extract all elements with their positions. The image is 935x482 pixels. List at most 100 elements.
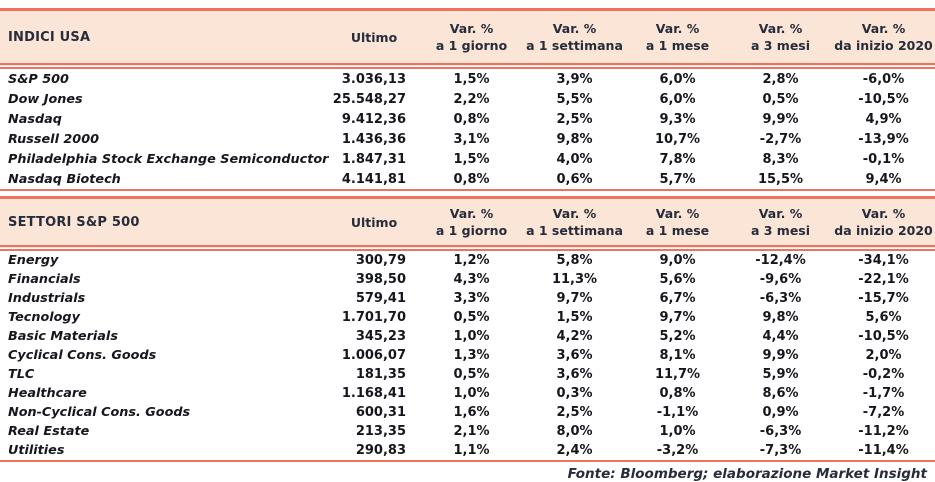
- var-percent-label: Var. %: [758, 206, 803, 221]
- settori-sp500-row: Healthcare 1.168,41 1,0% 0,3% 0,8% 8,6% -1,7%: [0, 384, 935, 403]
- var-percent-label: Var. %: [758, 21, 803, 36]
- row-last-value: 579,41: [355, 291, 406, 306]
- row-var-3: 4,4%: [762, 329, 799, 344]
- row-var-0: 0,5%: [453, 310, 490, 325]
- row-var-2: 10,7%: [654, 131, 701, 147]
- row-var-2: 7,8%: [659, 151, 696, 167]
- indici-usa-header-row: INDICI USA Ultimo Var. % a 1 giorno Var. % a …: [0, 8, 935, 69]
- row-var-3: 5,9%: [762, 367, 799, 382]
- tables-container: INDICI USA Ultimo Var. % a 1 giorno Var. % a …: [0, 8, 935, 462]
- row-var-2: -3,2%: [656, 443, 699, 458]
- settori-sp500-row: Cyclical Cons. Goods 1.006,07 1,3% 3,6% 8,1%…: [0, 346, 935, 365]
- row-name: Healthcare: [8, 386, 87, 401]
- row-var-3: -7,3%: [759, 443, 802, 458]
- indici-usa-row: Philadelphia Stock Exchange Semiconducto…: [0, 149, 935, 169]
- row-last-value: 600,31: [355, 405, 406, 420]
- row-var-0: 0,5%: [453, 367, 490, 382]
- row-var-3: -12,4%: [755, 253, 806, 268]
- row-name: Tecnology: [8, 310, 80, 325]
- settori-sp500-header: SETTORI S&P 500 Ultimo Var. % a 1 giorno Var…: [0, 196, 935, 251]
- row-var-4: -10,5%: [858, 91, 909, 107]
- row-last-value: 300,79: [355, 253, 406, 268]
- row-name: Real Estate: [8, 424, 90, 439]
- var-percent-label: Var. %: [552, 206, 597, 221]
- source-note: Fonte: Bloomberg; elaborazione Market In…: [567, 466, 927, 482]
- row-var-4: -7,2%: [862, 405, 905, 420]
- row-var-0: 1,3%: [453, 348, 490, 363]
- row-var-2: 5,6%: [659, 272, 696, 287]
- row-var-2: 5,2%: [659, 329, 696, 344]
- row-var-3: 15,5%: [757, 171, 804, 187]
- var-percent-label: Var. %: [861, 21, 906, 36]
- row-var-4: 4,9%: [865, 111, 902, 127]
- row-var-4: -6,0%: [862, 71, 905, 87]
- indici-usa-table: INDICI USA Ultimo Var. % a 1 giorno Var. % a …: [0, 8, 935, 191]
- row-var-3: 0,9%: [762, 405, 799, 420]
- row-last-value: 4.141,81: [341, 171, 406, 187]
- row-var-1: 1,5%: [556, 310, 593, 325]
- row-var-2: 6,0%: [659, 91, 696, 107]
- period-label: da inizio 2020: [834, 223, 933, 238]
- period-label: a 3 mesi: [750, 223, 811, 238]
- row-name: Philadelphia Stock Exchange Semiconducto…: [8, 151, 329, 167]
- settori-sp500-var-header-3: Var. % a 3 mesi: [729, 196, 832, 251]
- row-last-value: 345,23: [355, 329, 406, 344]
- row-last-value: 1.436,36: [341, 131, 406, 147]
- row-var-4: -0,1%: [862, 151, 905, 167]
- row-var-0: 1,5%: [453, 151, 490, 167]
- indici-usa-header: INDICI USA Ultimo Var. % a 1 giorno Var. % a …: [0, 8, 935, 69]
- settori-sp500-row: Energy 300,79 1,2% 5,8% 9,0% -12,4% -34,1%: [0, 248, 935, 270]
- settori-sp500-var-header-0: Var. % a 1 giorno: [420, 196, 523, 251]
- settori-sp500-row: Industrials 579,41 3,3% 9,7% 6,7% -6,3% -15,7%: [0, 289, 935, 308]
- settori-sp500-body: Energy 300,79 1,2% 5,8% 9,0% -12,4% -34,1% Fina…: [0, 248, 935, 461]
- row-var-0: 0,8%: [453, 111, 490, 127]
- row-var-4: -34,1%: [858, 253, 909, 268]
- row-name: Utilities: [8, 443, 65, 458]
- row-var-3: 9,8%: [762, 310, 799, 325]
- period-label: a 1 mese: [645, 223, 710, 238]
- row-var-1: 5,5%: [556, 91, 593, 107]
- row-var-2: 5,7%: [659, 171, 696, 187]
- period-label: a 1 settimana: [526, 223, 623, 238]
- row-last-value: 181,35: [355, 367, 406, 382]
- indici-usa-title: INDICI USA: [0, 8, 328, 69]
- row-var-4: -11,2%: [858, 424, 909, 439]
- period-label: a 1 giorno: [435, 223, 508, 238]
- var-percent-label: Var. %: [655, 21, 700, 36]
- row-var-4: -0,2%: [862, 367, 905, 382]
- row-var-1: 3,6%: [556, 367, 593, 382]
- row-var-0: 4,3%: [453, 272, 490, 287]
- var-percent-label: Var. %: [552, 21, 597, 36]
- row-var-0: 3,3%: [453, 291, 490, 306]
- settori-sp500-row: Basic Materials 345,23 1,0% 4,2% 5,2% 4,4% -10…: [0, 327, 935, 346]
- row-var-0: 1,2%: [453, 253, 490, 268]
- row-name: Nasdaq: [8, 111, 62, 127]
- row-var-1: 8,0%: [556, 424, 593, 439]
- row-var-1: 4,0%: [556, 151, 593, 167]
- row-var-1: 11,3%: [551, 272, 598, 287]
- row-name: Dow Jones: [8, 91, 83, 107]
- var-percent-label: Var. %: [861, 206, 906, 221]
- indici-usa-row: Nasdaq Biotech 4.141,81 0,8% 0,6% 5,7% 15,5% 9…: [0, 169, 935, 190]
- indici-usa-var-header-0: Var. % a 1 giorno: [420, 8, 523, 69]
- row-var-1: 2,5%: [556, 111, 593, 127]
- row-var-0: 1,0%: [453, 386, 490, 401]
- row-name: Non-Cyclical Cons. Goods: [8, 405, 191, 420]
- row-var-2: 6,7%: [659, 291, 696, 306]
- row-last-value: 290,83: [355, 443, 406, 458]
- settori-sp500-ultimo-header: Ultimo: [328, 196, 420, 251]
- row-var-4: -10,5%: [858, 329, 909, 344]
- row-var-2: 6,0%: [659, 71, 696, 87]
- row-var-4: 5,6%: [865, 310, 902, 325]
- row-var-4: -11,4%: [858, 443, 909, 458]
- row-var-3: -6,3%: [759, 424, 802, 439]
- row-var-1: 9,7%: [556, 291, 593, 306]
- row-var-3: 0,5%: [762, 91, 799, 107]
- period-label: a 1 settimana: [526, 38, 623, 53]
- row-var-4: -13,9%: [858, 131, 909, 147]
- row-name: Nasdaq Biotech: [8, 171, 121, 187]
- row-var-0: 1,5%: [453, 71, 490, 87]
- period-label: a 1 mese: [645, 38, 710, 53]
- row-var-4: -15,7%: [858, 291, 909, 306]
